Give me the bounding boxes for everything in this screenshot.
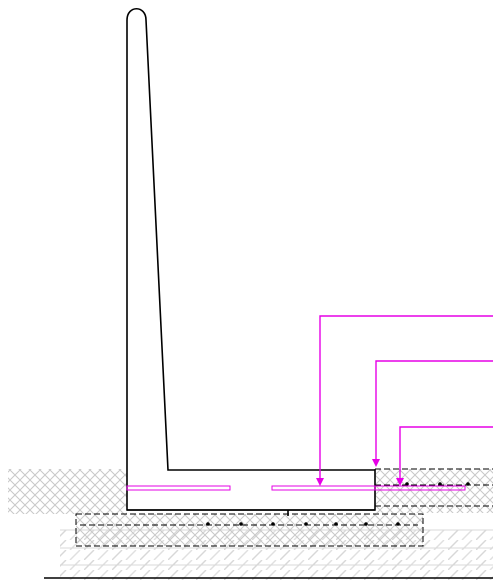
- arrowhead-icon: [316, 478, 324, 486]
- arrowhead-icon: [372, 459, 380, 467]
- rebar-bar-left: [126, 485, 231, 491]
- rebar-dot: [466, 482, 470, 486]
- lean-concrete-outline: [75, 513, 424, 547]
- rebar-dot: [304, 522, 308, 526]
- rebar-dot: [206, 522, 210, 526]
- rebar-dot: [271, 522, 275, 526]
- rebar-dot: [239, 522, 243, 526]
- l-shaped-wall-outline: [126, 7, 376, 511]
- callout-leaders: [319, 315, 493, 484]
- rebar-dot: [364, 522, 368, 526]
- rebar-dots: [206, 482, 470, 526]
- wall-structure: [126, 7, 376, 516]
- callout-arrowheads: [316, 459, 404, 486]
- rebar-bar-outer: [374, 485, 466, 491]
- footing-reinforcement: [126, 485, 466, 491]
- callout-leader-2: [375, 360, 493, 465]
- backfill-layer: [8, 469, 493, 546]
- rebar-dot: [438, 482, 442, 486]
- callout-leader-1: [319, 315, 493, 484]
- lean-concrete-base: [76, 514, 423, 546]
- rebar-dot: [396, 522, 400, 526]
- rebar-bar-right: [271, 485, 376, 491]
- rebar-dot: [405, 482, 409, 486]
- callout-leader-3: [399, 426, 493, 484]
- arrowhead-icon: [396, 478, 404, 486]
- backfill-left: [8, 469, 127, 514]
- rebar-dot: [334, 522, 338, 526]
